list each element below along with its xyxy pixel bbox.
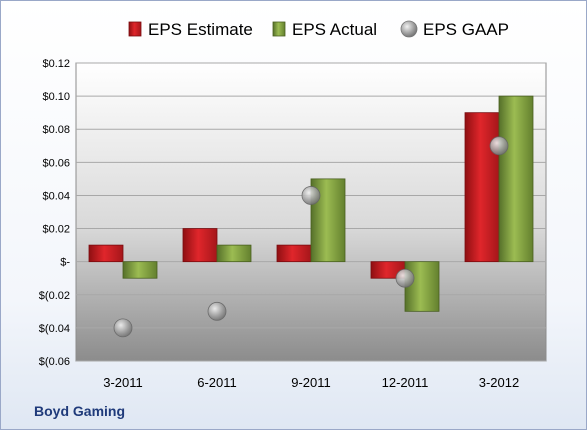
x-tick-label: 6-2011 xyxy=(197,375,237,390)
y-tick-label: $0.12 xyxy=(42,58,70,70)
x-tick-label: 3-2011 xyxy=(103,375,143,390)
y-tick-label: $0.08 xyxy=(42,124,70,136)
y-tick-label: $(0.04 xyxy=(39,323,70,335)
legend-swatch-eps-estimate xyxy=(128,21,142,37)
y-tick-label: $0.10 xyxy=(42,91,70,103)
legend-label-eps-estimate: EPS Estimate xyxy=(148,20,253,39)
point-eps-gaap xyxy=(395,268,415,288)
y-tick-label: $(0.02 xyxy=(39,290,70,302)
point-eps-gaap xyxy=(207,301,227,321)
legend: EPS Estimate EPS Actual EPS GAAP xyxy=(128,20,509,39)
bar-eps-actual xyxy=(122,261,158,279)
y-tick-label: $(0.06 xyxy=(39,356,70,368)
company-label: Boyd Gaming xyxy=(34,403,126,419)
y-tick-label: $0.02 xyxy=(42,224,70,236)
point-eps-gaap xyxy=(301,186,321,205)
bar-eps-estimate xyxy=(464,112,500,263)
legend-label-eps-gaap: EPS GAAP xyxy=(423,20,509,39)
plot-area: $0.12 $0.10 $0.08 $0.06 $0.04 $0.02 $- $(0.02 $(… xyxy=(39,58,547,390)
bar-eps-actual xyxy=(404,261,440,312)
bar-eps-estimate xyxy=(88,244,124,263)
x-tick-label: 9-2011 xyxy=(291,375,331,390)
y-tick-label: $0.04 xyxy=(42,190,70,202)
bar-eps-actual xyxy=(216,244,252,263)
x-tick-label: 12-2011 xyxy=(382,375,429,390)
point-eps-gaap xyxy=(489,136,509,156)
y-tick-label: $- xyxy=(60,257,70,269)
legend-swatch-eps-gaap xyxy=(400,20,418,38)
bar-eps-actual xyxy=(498,95,534,263)
point-eps-gaap xyxy=(113,318,133,338)
bar-eps-estimate xyxy=(276,244,312,263)
legend-swatch-eps-actual xyxy=(272,21,286,37)
legend-label-eps-actual: EPS Actual xyxy=(292,20,377,39)
x-tick-label: 3-2012 xyxy=(479,375,519,390)
y-tick-label: $0.06 xyxy=(42,157,70,169)
bar-eps-estimate xyxy=(182,228,218,263)
